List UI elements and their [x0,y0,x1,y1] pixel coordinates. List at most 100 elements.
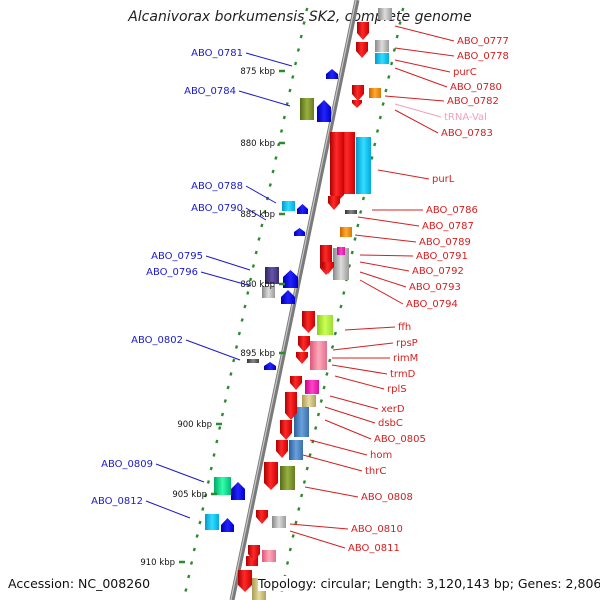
gene-feature-box[interactable] [340,227,352,237]
plus-strand-gene-arrow[interactable] [296,352,308,364]
plus-strand-gene-arrow[interactable] [352,100,362,108]
plus-strand-gene-arrow[interactable] [322,262,334,274]
plus-strand-gene-arrow[interactable] [280,420,292,440]
plus-strand-gene-arrow[interactable] [248,545,260,561]
track-tick-right [288,547,292,552]
gene-label-abo-0784[interactable]: ABO_0784 [184,86,236,97]
gene-label-abo-0795[interactable]: ABO_0795 [151,251,203,262]
gene-feature-box[interactable] [246,556,258,566]
gene-label-abo-0781[interactable]: ABO_0781 [191,48,243,59]
gene-feature-box[interactable] [345,210,357,214]
track-tick-left [192,547,196,552]
gene-label-abo-0802[interactable]: ABO_0802 [131,335,183,346]
gene-feature-box[interactable] [317,315,333,335]
plus-strand-gene-arrow[interactable] [352,85,364,101]
minus-strand-gene-arrow[interactable] [297,204,308,214]
gene-feature-box[interactable] [337,247,345,255]
minus-strand-gene-arrow[interactable] [221,518,234,532]
gene-label-abo-0778[interactable]: ABO_0778 [457,51,509,62]
plus-strand-gene-arrow[interactable] [357,22,369,40]
gene-label-xerd[interactable]: xerD [381,404,405,415]
gene-label-connector [359,271,407,288]
gene-feature-box[interactable] [272,516,286,528]
gene-label-abo-0808[interactable]: ABO_0808 [361,492,413,503]
gene-feature-box[interactable] [214,477,231,495]
gene-label-abo-0786[interactable]: ABO_0786 [426,205,478,216]
gene-feature-box[interactable] [333,248,349,280]
gene-label-trna-val[interactable]: tRNA-Val [444,112,487,123]
minus-strand-gene-arrow[interactable] [281,290,295,304]
gene-feature-box[interactable] [262,550,276,562]
gene-label-abo-0796[interactable]: ABO_0796 [146,267,198,278]
minus-strand-gene-arrow[interactable] [231,482,245,500]
plus-strand-gene-arrow[interactable] [330,132,344,202]
gene-label-trmd[interactable]: trmD [390,369,416,380]
minus-strand-gene-arrow[interactable] [317,100,331,122]
gene-label-abo-0789[interactable]: ABO_0789 [419,237,471,248]
gene-feature-box[interactable] [305,380,319,394]
plus-strand-gene-arrow[interactable] [238,570,252,592]
gene-feature-box[interactable] [375,53,389,64]
plus-strand-gene-arrow[interactable] [302,311,315,333]
gene-label-rimm[interactable]: rimM [393,353,418,364]
plus-strand-gene-arrow[interactable] [285,392,297,420]
gene-label-rpsp[interactable]: rpsP [396,338,418,349]
gene-label-abo-0791[interactable]: ABO_0791 [416,251,468,262]
gene-label-abo-0793[interactable]: ABO_0793 [409,282,461,293]
gene-label-abo-0792[interactable]: ABO_0792 [412,266,464,277]
gene-label-abo-0794[interactable]: ABO_0794 [406,299,458,310]
gene-feature-box[interactable] [302,395,316,407]
gene-feature-box[interactable] [280,466,295,490]
gene-feature-box[interactable] [300,98,314,120]
gene-feature-box[interactable] [282,201,295,211]
scale-tick-label-890-kbp: 890 kbp [240,280,275,290]
minus-strand-gene-arrow[interactable] [283,270,298,288]
gene-label-abo-0777[interactable]: ABO_0777 [457,36,509,47]
gene-feature-box[interactable] [356,137,371,194]
gene-label-connector [205,255,251,271]
minus-strand-gene-arrow[interactable] [326,69,338,79]
gene-label-abo-0805[interactable]: ABO_0805 [374,434,426,445]
gene-label-abo-0788[interactable]: ABO_0788 [191,181,243,192]
gene-label-rpls[interactable]: rplS [387,384,407,395]
gene-label-abo-0811[interactable]: ABO_0811 [348,543,400,554]
track-tick-right [356,223,360,228]
gene-label-abo-0780[interactable]: ABO_0780 [450,82,502,93]
minus-strand-gene-arrow[interactable] [294,228,305,236]
minus-strand-gene-arrow[interactable] [264,362,276,370]
track-tick-left [209,466,213,471]
plus-strand-gene-arrow[interactable] [264,462,278,490]
plus-strand-gene-arrow[interactable] [328,196,340,210]
plus-strand-gene-arrow[interactable] [256,510,268,524]
scale-tick-label-900-kbp: 900 kbp [177,420,212,430]
gene-feature-box[interactable] [289,440,303,460]
track-tick-right [333,331,337,336]
gene-feature-box[interactable] [262,286,275,298]
gene-label-purl[interactable]: purL [432,174,455,185]
gene-label-abo-0810[interactable]: ABO_0810 [351,524,403,535]
gene-feature-box[interactable] [247,359,259,363]
gene-label-dsbc[interactable]: dsbC [378,418,403,429]
gene-label-abo-0782[interactable]: ABO_0782 [447,96,499,107]
gene-feature-box[interactable] [294,407,309,437]
plus-strand-gene-arrow[interactable] [290,376,302,390]
gene-label-abo-0809[interactable]: ABO_0809 [101,459,153,470]
gene-label-thrc[interactable]: thrC [365,466,386,477]
gene-feature-box[interactable] [205,514,219,530]
gene-feature-box[interactable] [378,8,392,20]
scale-tick-label-910-kbp: 910 kbp [140,558,175,568]
gene-label-hom[interactable]: hom [370,450,392,461]
gene-feature-box[interactable] [375,40,389,52]
gene-feature-box[interactable] [265,267,279,284]
plus-strand-gene-arrow[interactable] [276,440,288,458]
gene-label-abo-0790[interactable]: ABO_0790 [191,203,243,214]
plus-strand-gene-arrow[interactable] [356,42,368,58]
gene-label-purc[interactable]: purC [453,67,477,78]
gene-label-abo-0787[interactable]: ABO_0787 [422,221,474,232]
gene-feature-box[interactable] [310,341,327,370]
gene-label-abo-0812[interactable]: ABO_0812 [91,496,143,507]
gene-label-ffh[interactable]: ffh [398,322,411,333]
gene-feature-box[interactable] [369,88,381,98]
plus-strand-gene-arrow[interactable] [298,336,310,352]
gene-label-abo-0783[interactable]: ABO_0783 [441,128,493,139]
